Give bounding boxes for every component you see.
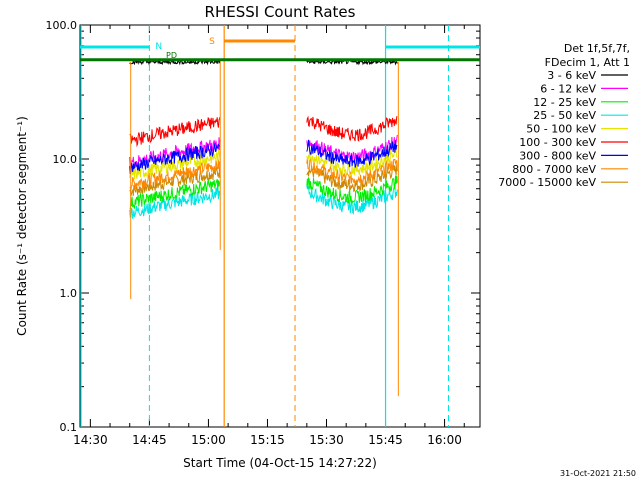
legend: Det 1f,5f,7f, FDecim 1, Att 1 3 - 6 keV6…	[498, 42, 630, 189]
y-axis: 0.1 1.0 10.0 100.0	[46, 19, 480, 434]
series-line	[129, 178, 221, 210]
plot-frame	[79, 24, 481, 428]
legend-entry-label: 6 - 12 keV	[540, 82, 596, 95]
x-axis: 14:30 14:45 15:00 15:15 15:30 15:45 16:00	[73, 25, 465, 447]
series-line	[306, 164, 398, 193]
x-tick-label: 14:30	[73, 433, 108, 447]
legend-header-line-2: FDecim 1, Att 1	[545, 56, 630, 69]
x-tick-label: 15:30	[309, 433, 344, 447]
legend-header-line-1: Det 1f,5f,7f,	[564, 42, 630, 55]
series-line	[306, 58, 398, 66]
series-line	[129, 116, 221, 148]
y-tick-label: 0.1	[60, 421, 78, 434]
series-line	[306, 115, 398, 142]
y-tick-label: 100.0	[46, 19, 78, 32]
x-tick-label: 15:00	[191, 433, 226, 447]
x-tick-label: 15:45	[368, 433, 403, 447]
y-tick-label: 1.0	[60, 287, 78, 300]
pd-marker-label: PD	[166, 51, 177, 60]
series-line	[306, 139, 398, 168]
x-tick-label: 14:45	[132, 433, 167, 447]
night-marker-label: N	[155, 42, 162, 52]
legend-entry-label: 7000 - 15000 keV	[498, 176, 596, 189]
legend-entry-label: 300 - 800 keV	[519, 149, 596, 162]
series-group: PD	[80, 51, 480, 397]
y-axis-label: Count Rate (s⁻¹ detector segment⁻¹)	[15, 116, 29, 336]
legend-entry-label: 100 - 300 keV	[519, 136, 596, 149]
x-axis-label: Start Time (04-Oct-15 14:27:22)	[183, 456, 377, 470]
x-tick-label: 15:15	[250, 433, 285, 447]
series-line	[306, 175, 398, 205]
legend-entry-label: 25 - 50 keV	[533, 109, 596, 122]
y-tick-label: 10.0	[53, 153, 78, 166]
legend-entry-label: 3 - 6 keV	[547, 69, 596, 82]
series-line	[129, 143, 221, 175]
legend-entry-label: 800 - 7000 keV	[512, 163, 596, 176]
x-tick-label: 16:00	[427, 433, 462, 447]
series-line	[306, 157, 398, 185]
chart-title: RHESSI Count Rates	[205, 3, 356, 21]
footer-timestamp: 31-Oct-2021 21:50	[560, 469, 636, 478]
saa-marker-label: S	[209, 37, 215, 47]
legend-entry-label: 12 - 25 keV	[533, 96, 596, 109]
series-line	[129, 186, 221, 219]
legend-entry-label: 50 - 100 keV	[526, 123, 596, 136]
series-line	[129, 148, 221, 180]
